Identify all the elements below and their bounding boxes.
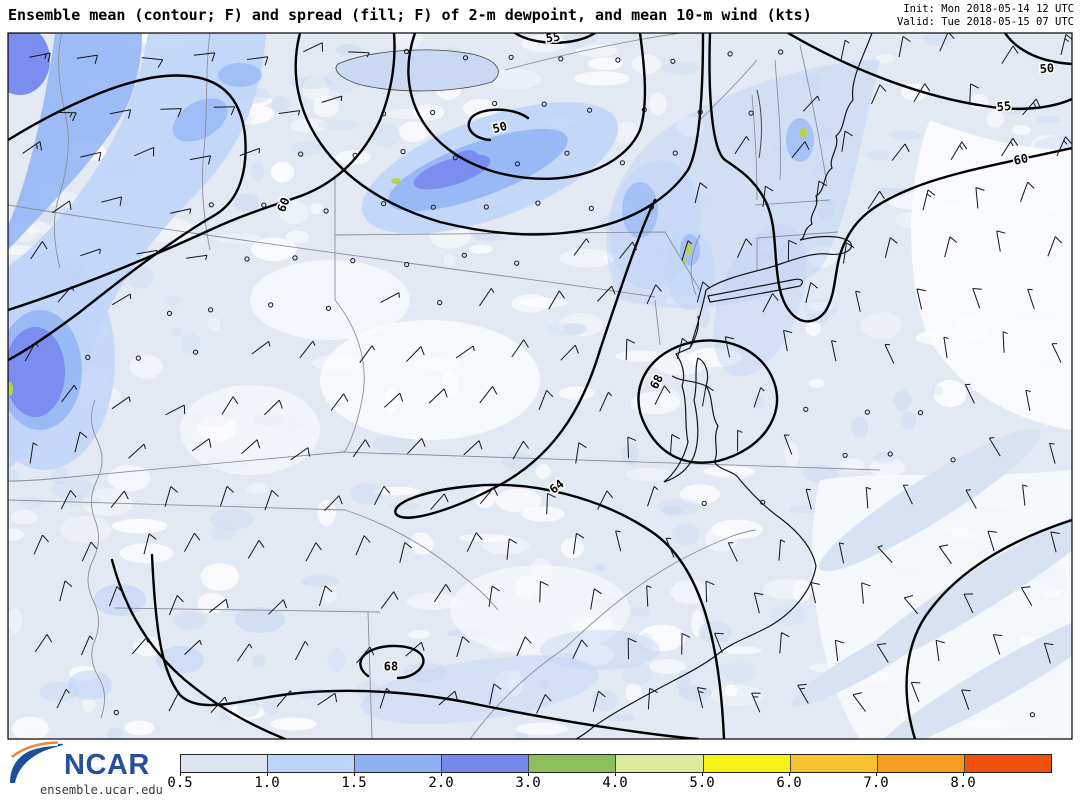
contour-sw-1 [110, 558, 287, 739]
ncar-logo-swoosh [10, 741, 64, 783]
contour-label-50: 50 [1039, 61, 1055, 76]
contour-55 [786, 33, 1072, 111]
colorbar-label-5.0: 5.0 [689, 775, 715, 791]
colorbar-tick [789, 772, 790, 776]
contour-68-oval [637, 339, 779, 464]
colorbar-label-1.0: 1.0 [254, 775, 280, 791]
wind-barbs [22, 33, 1072, 718]
contour-south [150, 553, 700, 739]
colorbar-segment-7 [789, 755, 877, 772]
colorbar-segment-2 [354, 755, 442, 772]
colorbar-tick [441, 772, 442, 776]
ensemble-site-text: ensemble.ucar.edu [40, 783, 163, 797]
contour-inner-arch [407, 33, 647, 180]
colorbar-tick [702, 772, 703, 776]
colorbar-tick [267, 772, 268, 776]
init-valid-timestamps: Init: Mon 2018-05-14 12 UTC Valid: Tue 2… [897, 3, 1074, 29]
init-time: Init: Mon 2018-05-14 12 UTC [903, 3, 1074, 15]
contour-label-60: 60 [1012, 151, 1029, 168]
colorbar-label-7.0: 7.0 [863, 775, 889, 791]
plot-title: Ensemble mean (contour; F) and spread (f… [8, 6, 812, 24]
contour-label-55: 55 [545, 30, 561, 46]
colorbar-segment-1 [267, 755, 355, 772]
contour-label-50: 50 [491, 119, 509, 136]
colorbar-segment-8 [876, 755, 964, 772]
colorbar-segment-0 [181, 755, 268, 772]
colorbar-tick [876, 772, 877, 776]
colorbar-label-2.0: 2.0 [428, 775, 454, 791]
contour-68-small [359, 644, 425, 680]
contour-60-west [8, 33, 396, 312]
contour-label-60: 60 [274, 195, 292, 214]
colorbar-tick [354, 772, 355, 776]
spread-colorbar [180, 754, 1052, 773]
colorbar-segment-4 [528, 755, 616, 772]
colorbar-tick [528, 772, 529, 776]
colorbar-label-4.0: 4.0 [602, 775, 628, 791]
ncar-wordmark: NCAR [64, 749, 150, 781]
ncar-logo: NCAR ensemble.ucar.edu [6, 741, 181, 799]
lake-ontario [335, 49, 499, 92]
colorbar-label-6.0: 6.0 [776, 775, 802, 791]
contour-label-68: 68 [384, 660, 398, 674]
colorbar-segment-5 [615, 755, 703, 772]
spread-fill-3 [8, 33, 491, 417]
colorbar-segment-9 [963, 755, 1051, 772]
colorbar-label-3.0: 3.0 [515, 775, 541, 791]
contour-64 [394, 198, 726, 739]
valid-time: Valid: Tue 2018-05-15 07 UTC [896, 16, 1074, 28]
colorbar-segment-6 [702, 755, 790, 772]
map-frame [7, 32, 1073, 740]
colorbar-label-1.5: 1.5 [341, 775, 367, 791]
contour-60-east [708, 33, 1072, 323]
colorbar-label-0.5: 0.5 [167, 775, 193, 791]
contour-nw-arch [8, 74, 247, 362]
low-spread-regions [180, 120, 1072, 739]
lake-champlain [756, 89, 762, 159]
contour-55-top [513, 33, 597, 44]
colorbar-tick [615, 772, 616, 776]
ocean-streaks [791, 428, 1072, 739]
contour-se [905, 518, 1072, 739]
colorbar-tick [180, 772, 181, 776]
contour-50-ne [1003, 33, 1072, 66]
state-borders [8, 33, 881, 739]
colorbar-tick [963, 772, 964, 776]
colorbar-segment-3 [441, 755, 529, 772]
colorbar-label-8.0: 8.0 [950, 775, 976, 791]
contour-50-oval [467, 108, 530, 142]
dewpoint-contours [8, 33, 1072, 739]
coastline [575, 33, 873, 739]
contour-outer-arch [294, 33, 705, 236]
contour-label-55: 55 [996, 99, 1012, 114]
